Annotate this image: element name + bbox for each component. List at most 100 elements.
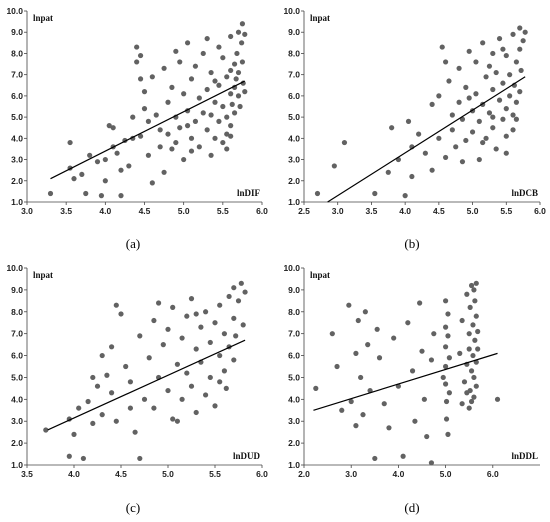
data-point	[490, 114, 496, 120]
data-point	[459, 401, 465, 407]
data-point	[490, 125, 496, 131]
x-tick-label: 4.5	[139, 206, 151, 216]
data-point	[365, 342, 371, 348]
data-point	[212, 403, 218, 409]
data-point	[184, 313, 190, 319]
x-tick-label: 6.0	[256, 469, 268, 479]
data-point	[102, 178, 108, 184]
data-point	[517, 46, 523, 52]
data-point	[439, 44, 445, 50]
x-tick-label: 6.0	[534, 206, 546, 216]
y-axis-label: lnpat	[310, 13, 330, 23]
data-point	[137, 52, 144, 59]
trend-line	[327, 76, 526, 203]
data-point	[507, 93, 513, 99]
data-point	[80, 455, 86, 462]
y-tick-label: 9.0	[288, 27, 300, 37]
y-tick-label: 7.0	[288, 70, 300, 80]
data-point	[443, 59, 449, 65]
data-point	[421, 396, 427, 402]
data-point	[313, 385, 319, 391]
data-point	[165, 326, 171, 332]
data-point	[490, 50, 496, 57]
data-point	[494, 396, 501, 402]
data-point	[137, 133, 144, 139]
data-point	[98, 193, 105, 199]
data-point	[137, 333, 143, 339]
data-point	[212, 320, 218, 326]
data-point	[177, 59, 183, 65]
data-point	[493, 69, 499, 76]
data-point	[113, 418, 119, 424]
y-tick-label: 7.0	[288, 329, 300, 339]
data-point	[517, 89, 523, 95]
data-point	[381, 401, 387, 407]
x-tick-label: 4.5	[115, 469, 127, 479]
data-point	[76, 405, 82, 411]
y-tick-label: 10.0	[6, 6, 23, 16]
data-point	[443, 416, 450, 422]
data-point	[417, 300, 423, 306]
data-point	[469, 129, 476, 135]
data-point	[123, 363, 129, 370]
data-point	[464, 291, 470, 297]
data-point	[405, 320, 411, 326]
data-point	[428, 460, 435, 466]
data-point	[66, 453, 72, 459]
data-point	[391, 335, 397, 341]
data-point	[522, 29, 528, 35]
data-point	[188, 296, 195, 302]
data-point	[237, 103, 243, 110]
data-point	[409, 173, 415, 180]
data-point	[193, 311, 199, 317]
y-tick-label: 9.0	[288, 285, 300, 295]
data-point	[360, 412, 366, 418]
data-point	[174, 361, 180, 367]
data-point	[453, 144, 459, 150]
x-tick-label: 4.0	[392, 469, 404, 479]
data-point	[471, 287, 477, 293]
trend-line	[313, 352, 498, 411]
data-point	[217, 302, 223, 308]
data-point	[443, 344, 449, 350]
data-point	[90, 374, 96, 381]
data-point	[445, 333, 451, 339]
data-point	[331, 163, 337, 169]
data-point	[473, 59, 479, 65]
data-point	[419, 348, 425, 354]
x-tick-label: 5.0	[467, 206, 479, 216]
data-point	[179, 396, 185, 402]
data-point	[334, 363, 340, 370]
y-tick-label: 6.0	[288, 91, 300, 101]
data-point	[208, 69, 214, 76]
data-point	[374, 326, 380, 332]
data-point	[446, 390, 452, 396]
y-tick-label: 9.0	[11, 27, 23, 37]
data-point	[242, 31, 248, 37]
data-point	[83, 190, 89, 197]
data-point	[496, 35, 503, 42]
data-point	[90, 420, 96, 427]
data-point	[314, 190, 321, 197]
x-axis-label: lnDDL	[511, 451, 538, 461]
data-point	[468, 368, 475, 374]
data-point	[208, 152, 214, 158]
data-point	[231, 110, 238, 116]
data-point	[235, 69, 242, 76]
data-point	[470, 322, 476, 328]
data-point	[473, 280, 479, 286]
data-point	[170, 416, 176, 422]
data-point	[165, 387, 171, 394]
data-point	[475, 346, 481, 352]
data-point	[221, 368, 227, 374]
x-tick-label: 6.0	[487, 469, 499, 479]
data-point	[386, 425, 392, 431]
data-point	[228, 133, 234, 139]
data-point	[109, 344, 115, 350]
y-tick-label: 6.0	[11, 351, 23, 361]
y-tick-label: 1.0	[11, 197, 23, 207]
x-tick-label: 5.5	[209, 469, 221, 479]
y-axis-label: lnpat	[310, 270, 330, 280]
data-point	[184, 370, 190, 376]
x-tick-label: 2.5	[298, 206, 310, 216]
